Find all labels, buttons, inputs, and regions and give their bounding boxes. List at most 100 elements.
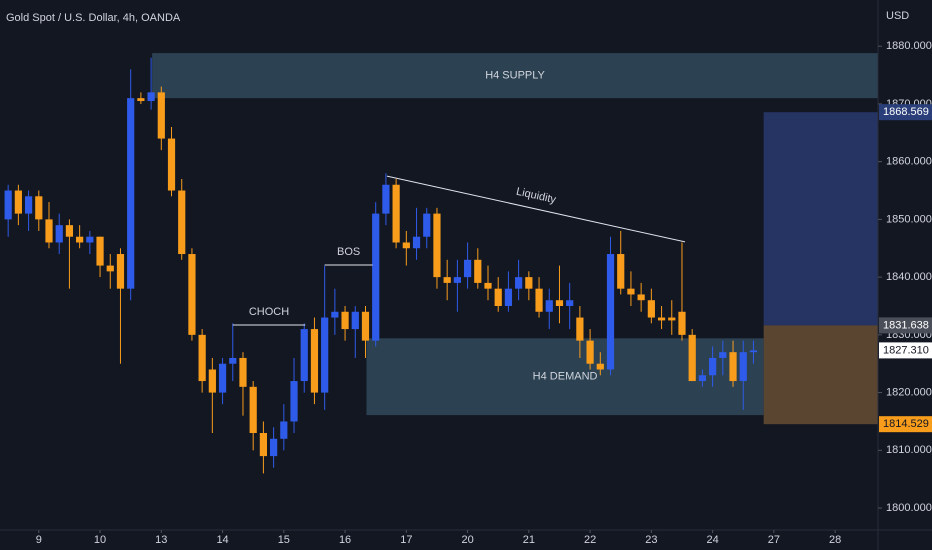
candle-body: [525, 277, 533, 289]
candle-body: [606, 254, 615, 370]
zone: [152, 53, 879, 99]
candle-body: [55, 225, 63, 243]
candle-body: [453, 277, 461, 283]
currency-label: USD: [886, 10, 909, 22]
candle-body: [270, 438, 278, 457]
x-tick-label: 24: [706, 534, 718, 546]
candle-body: [76, 236, 84, 243]
y-tick-label: 1860.000: [886, 156, 932, 168]
candle-body: [331, 311, 339, 318]
candle-body: [35, 196, 43, 220]
x-tick-label: 10: [94, 534, 106, 546]
candle-body: [198, 334, 206, 382]
profit-zone: [763, 112, 878, 326]
annotation-label: CHOCH: [249, 306, 289, 318]
candle-body: [45, 219, 53, 243]
y-tick-label: 1840.000: [886, 271, 932, 283]
loss-zone: [763, 325, 878, 425]
candle-body: [484, 282, 492, 289]
candle-body: [719, 352, 727, 358]
x-tick-label: 27: [768, 534, 780, 546]
x-tick-label: 28: [829, 534, 841, 546]
x-tick-label: 9: [36, 534, 42, 546]
x-tick-label: 20: [461, 534, 473, 546]
candle-body: [596, 363, 604, 370]
y-tick-label: 1880.000: [886, 40, 932, 52]
candle-body: [116, 254, 125, 289]
candle-body: [617, 254, 625, 289]
zone-label: H4 SUPPLY: [485, 70, 545, 82]
candle-body: [749, 350, 758, 353]
x-tick-label: 23: [645, 534, 657, 546]
candle-body: [127, 98, 135, 289]
candle-body: [86, 236, 94, 243]
candle-body: [208, 369, 216, 393]
candle-body: [504, 288, 513, 306]
candle-body: [229, 357, 237, 364]
candle-body: [96, 236, 104, 266]
candle-body: [494, 288, 502, 306]
candle-body: [515, 277, 523, 289]
candle-body: [555, 300, 564, 306]
candle-body: [259, 433, 267, 457]
candle-body: [106, 265, 114, 272]
candle-body: [688, 334, 696, 382]
candle-body: [576, 317, 584, 341]
candle-body: [729, 352, 737, 382]
candle-body: [24, 196, 33, 214]
candle-body: [423, 213, 431, 237]
candle-body: [412, 236, 421, 249]
candle-body: [341, 311, 349, 330]
candle-body: [65, 225, 74, 237]
candle-body: [4, 190, 12, 220]
candle-body: [739, 352, 747, 382]
price-badge-label: 1814.529: [883, 418, 929, 430]
annotation-line: [386, 175, 686, 243]
price-badge: [879, 104, 932, 121]
price-badge: [879, 317, 932, 334]
annotation-label: BOS: [337, 246, 360, 258]
candle-body: [668, 317, 676, 321]
candle-body: [280, 421, 288, 439]
candle-body: [321, 317, 329, 393]
candle-body: [586, 340, 594, 364]
price-badge: [879, 342, 932, 359]
candle-body: [566, 300, 574, 306]
candle-body: [443, 277, 451, 283]
candle-body: [167, 138, 176, 191]
candle-body: [351, 311, 359, 330]
x-tick-label: 15: [278, 534, 290, 546]
price-badge-label: 1868.569: [883, 106, 929, 118]
x-tick-label: 16: [339, 534, 351, 546]
zone-label: H4 DEMAND: [533, 371, 598, 383]
candle-body: [249, 386, 257, 434]
candle-body: [402, 242, 410, 249]
candle-body: [218, 363, 227, 393]
chart-title: Gold Spot / U.S. Dollar, 4h, OANDA: [6, 12, 181, 24]
candle-body: [433, 213, 441, 278]
y-tick-label: 1810.000: [886, 444, 932, 456]
x-tick-label: 13: [155, 534, 167, 546]
x-tick-label: 17: [400, 534, 412, 546]
candle-body: [657, 317, 666, 321]
candle-body: [545, 300, 553, 312]
candle-body: [157, 92, 165, 139]
candle-body: [147, 92, 155, 102]
candle-body: [178, 190, 186, 255]
y-tick-label: 1820.000: [886, 386, 932, 398]
candle-body: [310, 329, 319, 393]
candle-body: [709, 357, 717, 376]
candle-body: [392, 184, 400, 243]
candle-body: [300, 329, 308, 382]
candle-body: [361, 311, 370, 341]
x-tick-label: 22: [584, 534, 596, 546]
x-tick-label: 21: [523, 534, 535, 546]
candle-body: [372, 213, 380, 341]
candle-body: [14, 190, 22, 214]
candle-body: [698, 375, 706, 382]
candle-body: [137, 98, 145, 102]
y-tick-label: 1850.000: [886, 213, 932, 225]
candle-body: [290, 381, 298, 422]
candle-body: [535, 288, 543, 312]
